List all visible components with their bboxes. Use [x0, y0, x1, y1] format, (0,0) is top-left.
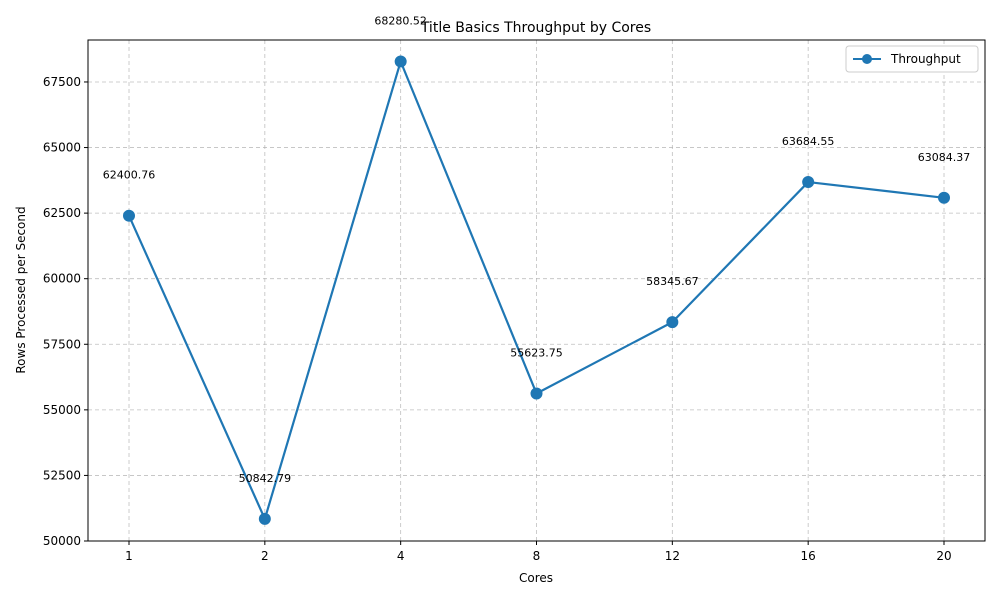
x-tick-label: 16 [801, 549, 816, 563]
plot-frame [87, 39, 986, 542]
x-tick-label: 1 [125, 549, 133, 563]
legend: Throughput [845, 45, 979, 73]
legend-label-throughput: Throughput [890, 52, 961, 66]
data-point [938, 191, 950, 204]
data-labels: 62400.76 50842.79 68280.52 55623.75 58345.67… [103, 14, 971, 484]
x-axis-title: Cores [519, 571, 553, 585]
x-tick-label: 12 [665, 549, 680, 563]
data-point [123, 209, 135, 222]
series-line [127, 60, 945, 520]
grid [88, 40, 985, 542]
y-tick-label: 52500 [43, 468, 81, 482]
y-tick-label: 67500 [43, 75, 81, 89]
data-point [666, 316, 679, 329]
legend-box [845, 45, 979, 73]
y-tick-label: 60000 [43, 272, 81, 286]
data-point [394, 55, 407, 68]
y-tick-label: 55000 [43, 403, 81, 417]
chart-title: Title Basics Throughput by Cores [420, 20, 651, 36]
x-tick-label: 8 [533, 549, 541, 563]
data-label: 50842.79 [239, 472, 292, 485]
y-tick-label: 50000 [43, 534, 81, 548]
data-label: 55623.75 [510, 346, 563, 359]
y-tick-label: 57500 [43, 337, 81, 351]
y-axis: 50000 52500 55000 57500 60000 62500 65000 67500 [43, 75, 88, 548]
data-label: 62400.76 [103, 169, 156, 182]
data-point [530, 387, 543, 400]
x-tick-label: 20 [936, 549, 951, 563]
data-label: 68280.52 [374, 14, 427, 27]
series-throughput [123, 55, 950, 525]
data-point [258, 512, 271, 525]
x-tick-label: 4 [397, 549, 405, 563]
data-label: 63684.55 [782, 135, 835, 148]
data-point [802, 176, 815, 189]
y-tick-label: 65000 [43, 141, 81, 155]
legend-marker-swatch [862, 54, 872, 64]
x-tick-label: 2 [261, 549, 269, 563]
y-axis-title: Rows Processed per Second [14, 206, 28, 373]
data-label: 63084.37 [918, 151, 971, 164]
data-label: 58345.67 [646, 275, 699, 288]
y-tick-label: 62500 [43, 206, 81, 220]
x-axis: 1 2 4 8 12 16 20 [125, 541, 952, 563]
